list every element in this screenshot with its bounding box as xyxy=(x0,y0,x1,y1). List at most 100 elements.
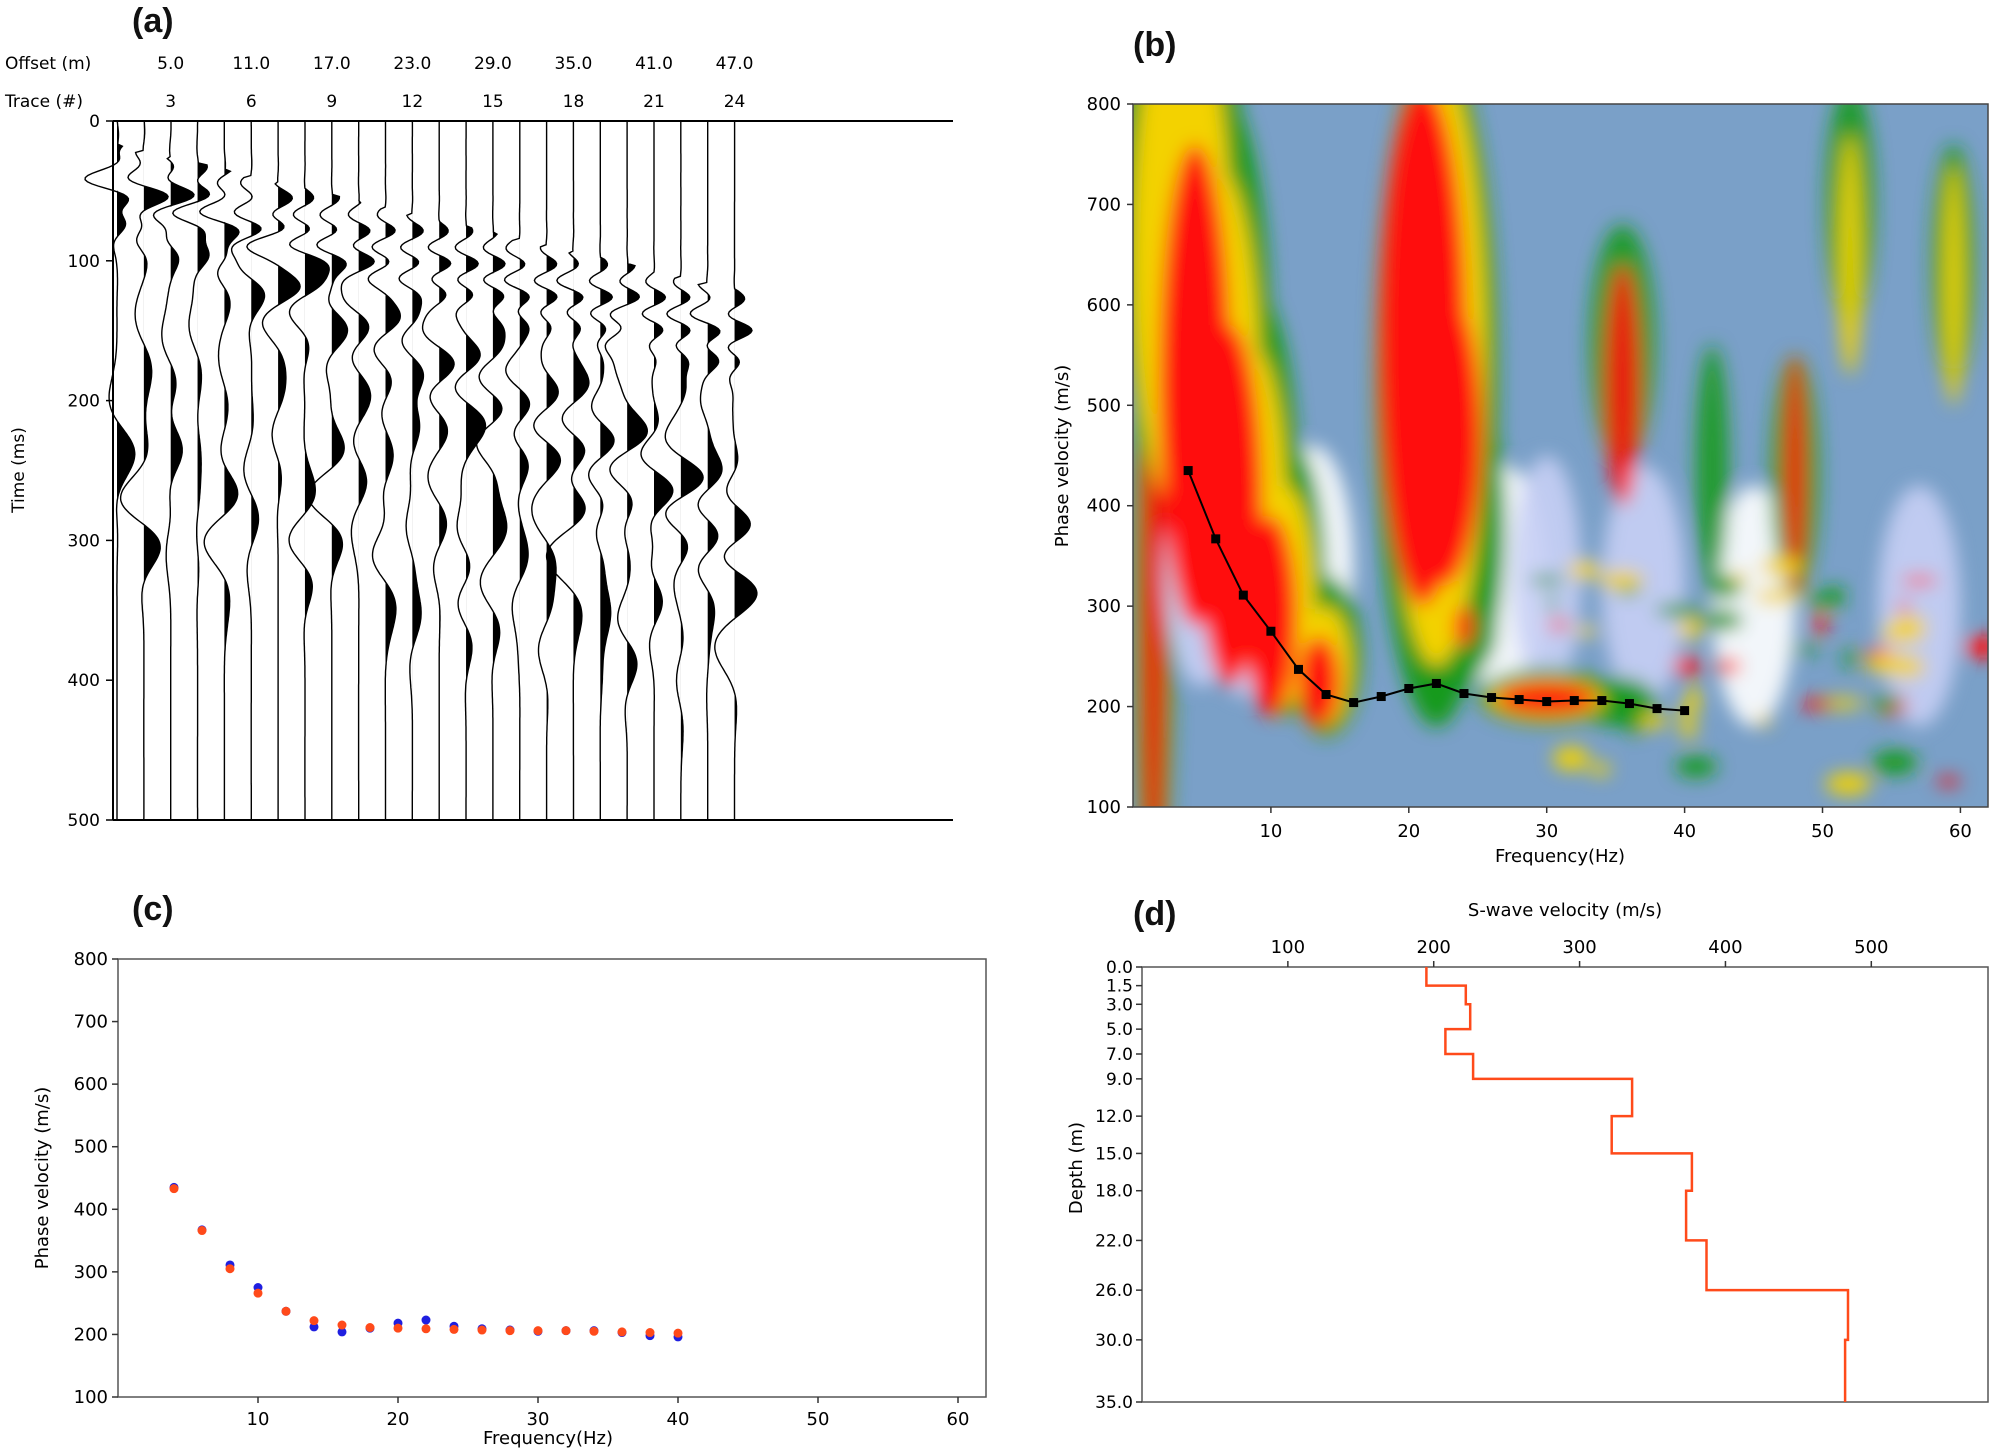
d-y-tick-label: 7.0 xyxy=(1106,1045,1133,1065)
seismic-trace xyxy=(454,121,487,820)
spectrum-speckle xyxy=(1675,756,1717,778)
b-y-tick-label: 300 xyxy=(1087,596,1121,617)
theoretical-point xyxy=(281,1306,291,1316)
c-x-tick-label: 20 xyxy=(387,1409,410,1430)
b-y-tick-label: 200 xyxy=(1087,697,1121,718)
spectrum-speckle xyxy=(1715,659,1741,674)
d-y-axis-title: Depth (m) xyxy=(1066,1122,1087,1214)
trace-fill xyxy=(627,121,648,820)
b-x-tick-label: 20 xyxy=(1397,821,1420,842)
seismic-trace xyxy=(604,121,649,820)
seismic-trace xyxy=(475,121,508,820)
spectrum-band xyxy=(1601,465,1685,707)
d-x-tick-label: 200 xyxy=(1417,937,1451,958)
spectrum-speckle xyxy=(1825,773,1871,795)
c-plot-frame xyxy=(117,958,987,1398)
seismic-trace xyxy=(545,121,590,820)
theoretical-point xyxy=(253,1288,263,1298)
c-y-tick-label: 800 xyxy=(74,949,108,970)
spectrum-speckle xyxy=(1673,656,1701,677)
spectrum-band xyxy=(1837,134,1863,376)
b-x-tick-label: 50 xyxy=(1811,821,1834,842)
trace-tick-label: 12 xyxy=(402,92,424,112)
dispersion-curve-point xyxy=(1652,704,1662,714)
trace-fill xyxy=(358,121,375,820)
spectrum-ridge-green xyxy=(1458,586,1498,667)
spectrum-speckle xyxy=(1655,603,1701,617)
c-x-tick-label: 30 xyxy=(527,1409,550,1430)
offset-tick-label: 23.0 xyxy=(393,54,431,74)
trace-fill xyxy=(385,121,401,820)
time-tick-label: 400 xyxy=(68,671,100,691)
d-x-tick-label: 500 xyxy=(1854,937,1888,958)
theoretical-point xyxy=(309,1316,319,1326)
dispersion-curve-point xyxy=(1569,696,1579,706)
dispersion-curve-point xyxy=(1404,683,1414,693)
d-y-tick-label: 9.0 xyxy=(1106,1070,1133,1090)
d-y-tick-label: 26.0 xyxy=(1095,1281,1133,1301)
seismic-trace xyxy=(503,121,531,820)
trace-fill xyxy=(331,121,348,820)
spectrum-speckle xyxy=(1568,560,1601,580)
dispersion-curve-point xyxy=(1624,699,1634,709)
d-y-tick-label: 30.0 xyxy=(1095,1331,1133,1351)
theoretical-point xyxy=(197,1226,207,1236)
trace-fill xyxy=(278,121,301,820)
trace-fill xyxy=(117,121,135,820)
seismic-trace xyxy=(307,121,349,820)
trace-fill xyxy=(170,121,194,820)
trace-fill xyxy=(143,121,169,820)
time-tick-label: 300 xyxy=(68,531,100,551)
time-axis-title: Time (ms) xyxy=(9,427,29,514)
dispersion-curve-point xyxy=(1514,695,1524,705)
seismic-trace xyxy=(689,121,723,820)
spectrum-speckle xyxy=(1760,556,1802,576)
spectrum-speckle xyxy=(1936,776,1961,787)
trace-fill xyxy=(600,121,614,820)
time-tick-label: 200 xyxy=(68,392,100,412)
dispersion-curve-point xyxy=(1321,690,1331,700)
d-y-tick-label: 12.0 xyxy=(1095,1107,1133,1127)
dispersion-curve-point xyxy=(1293,664,1303,674)
dispersion-curve-point xyxy=(1211,534,1221,544)
d-y-tick-label: 0.0 xyxy=(1106,958,1133,978)
offset-tick-label: 29.0 xyxy=(474,54,512,74)
spectrum-speckle xyxy=(1843,649,1857,669)
c-x-tick-label: 60 xyxy=(947,1409,970,1430)
spectrum-speckle xyxy=(1964,635,1988,659)
spectrum-speckle xyxy=(1545,597,1558,609)
trace-tick-label: 15 xyxy=(482,92,504,112)
heatmap-frame xyxy=(1132,103,1989,808)
dispersion-curve-point xyxy=(1487,693,1497,703)
seismic-trace xyxy=(246,121,301,820)
trace-tick-label: 9 xyxy=(326,92,337,112)
spectrum-band xyxy=(1604,264,1641,506)
seismic-trace xyxy=(664,121,704,820)
d-y-tick-label: 5.0 xyxy=(1106,1020,1133,1040)
theoretical-point xyxy=(365,1323,375,1333)
panel-b-dispersion-image: 10 20 30 40 50 60 100 200 300 400 500 600 700 800 Fre… xyxy=(1052,94,1989,867)
d-x-tick-label: 300 xyxy=(1562,937,1596,958)
time-tick-label: 0 xyxy=(89,112,100,132)
dispersion-curve-point xyxy=(1431,678,1441,688)
c-y-tick-label: 200 xyxy=(74,1324,108,1345)
time-tick-label: 500 xyxy=(68,811,100,831)
spectrum-ridge-red xyxy=(1244,515,1298,717)
b-y-tick-label: 100 xyxy=(1087,797,1121,818)
b-x-tick-label: 30 xyxy=(1535,821,1558,842)
d-y-tick-label: 15.0 xyxy=(1095,1144,1133,1164)
seismic-trace xyxy=(199,121,240,820)
seismic-trace xyxy=(152,121,195,820)
offset-tick-label: 5.0 xyxy=(157,54,184,74)
trace-tick-label: 21 xyxy=(643,92,665,112)
seismic-trace xyxy=(340,121,375,820)
seismic-trace xyxy=(288,121,330,820)
theoretical-point xyxy=(225,1264,235,1274)
b-x-tick-label: 40 xyxy=(1673,821,1696,842)
b-y-tick-label: 600 xyxy=(1087,295,1121,316)
spectrum-speckle xyxy=(1799,698,1834,710)
spectrum-speckle xyxy=(1805,595,1845,607)
theoretical-point xyxy=(561,1326,571,1336)
dispersion-curve-point xyxy=(1238,590,1248,600)
